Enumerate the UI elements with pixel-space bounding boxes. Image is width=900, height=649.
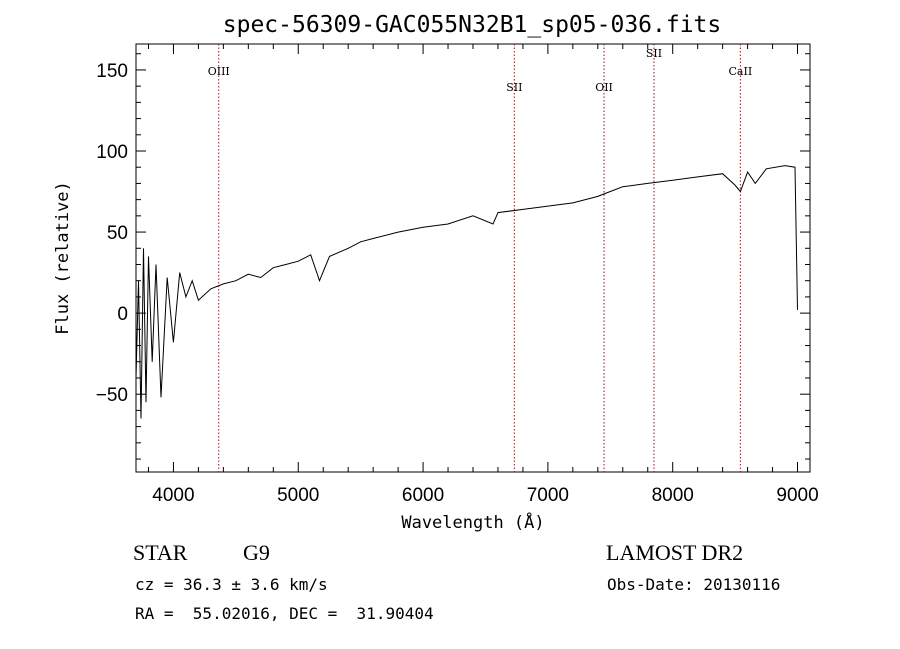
y-tick-label: 150 <box>96 61 128 82</box>
x-tick-label: 6000 <box>402 485 444 506</box>
spectral-line-label: SII <box>646 47 662 60</box>
spectral-line-label: SII <box>506 81 522 94</box>
x-tick-label: 7000 <box>527 485 569 506</box>
observation-date: Obs-Date: 20130116 <box>607 575 780 594</box>
redshift-value: cz = 36.3 ± 3.6 km/s <box>135 575 328 594</box>
coordinates: RA = 55.02016, DEC = 31.90404 <box>135 604 434 623</box>
object-subclass: G9 <box>243 540 270 565</box>
y-tick-label: 100 <box>96 142 128 163</box>
y-tick-label: 0 <box>117 304 128 325</box>
y-axis-label: Flux (relative) <box>53 181 73 335</box>
object-type: STAR <box>133 540 188 565</box>
x-axis-label: Wavelength (Å) <box>401 511 544 533</box>
spectral-line-markers: OIII SII OII SII CaII <box>208 44 752 472</box>
plot-frame <box>135 43 811 473</box>
spectral-line-label: OII <box>595 81 613 94</box>
y-tick-label: −50 <box>96 385 128 406</box>
data-release: LAMOST DR2 <box>606 540 743 565</box>
x-tick-label: 8000 <box>652 485 694 506</box>
y-axis-ticks: 150 100 50 0 −50 <box>96 53 810 460</box>
x-tick-label: 9000 <box>776 485 818 506</box>
spectrum-line <box>135 165 798 419</box>
chart-title: spec-56309-GAC055N32B1_sp05-036.fits <box>223 12 722 38</box>
x-tick-label: 5000 <box>277 485 319 506</box>
spectral-line-label: CaII <box>729 65 753 78</box>
y-tick-label: 50 <box>107 223 128 244</box>
spectrum-series <box>135 165 798 419</box>
x-tick-label: 4000 <box>152 485 194 506</box>
x-axis-ticks: 4000 5000 6000 7000 8000 9000 <box>147 44 819 506</box>
spectral-line-label: OIII <box>208 65 230 78</box>
